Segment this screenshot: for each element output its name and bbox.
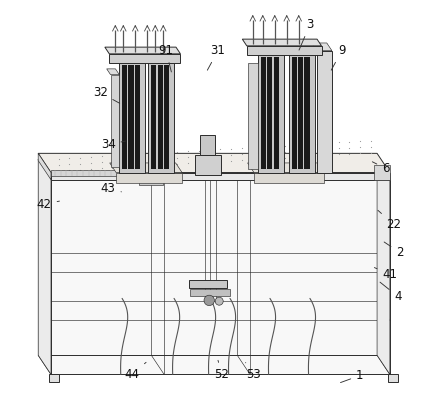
Text: 31: 31 (207, 44, 226, 70)
Polygon shape (312, 43, 332, 51)
Text: 32: 32 (93, 86, 120, 103)
Polygon shape (143, 55, 174, 63)
Text: 6: 6 (373, 162, 389, 175)
Polygon shape (258, 55, 284, 172)
Polygon shape (317, 51, 332, 172)
Bar (51, 170, 155, 176)
Bar (49, 374, 59, 381)
Text: 53: 53 (246, 363, 262, 381)
Polygon shape (267, 57, 272, 169)
Polygon shape (242, 39, 321, 46)
Text: 4: 4 (380, 282, 401, 303)
Text: 34: 34 (101, 138, 125, 151)
Polygon shape (116, 172, 182, 182)
Polygon shape (377, 159, 390, 374)
Polygon shape (253, 47, 284, 55)
Polygon shape (248, 163, 324, 172)
Bar (139, 172, 163, 184)
Polygon shape (284, 47, 315, 55)
Text: 22: 22 (378, 211, 401, 231)
Polygon shape (107, 69, 119, 75)
Polygon shape (254, 172, 324, 182)
Polygon shape (289, 55, 315, 172)
Polygon shape (122, 65, 127, 169)
Polygon shape (298, 57, 303, 169)
Bar (374, 164, 390, 180)
Polygon shape (164, 65, 169, 169)
Text: 42: 42 (37, 198, 59, 211)
Polygon shape (111, 75, 119, 166)
Text: 1: 1 (341, 369, 364, 383)
Polygon shape (110, 163, 182, 172)
Circle shape (204, 295, 214, 306)
Polygon shape (105, 47, 180, 54)
Polygon shape (51, 172, 390, 180)
Polygon shape (148, 63, 174, 172)
Polygon shape (151, 65, 156, 169)
Polygon shape (38, 153, 51, 180)
Polygon shape (51, 178, 390, 374)
Polygon shape (292, 57, 297, 169)
Bar (195, 155, 221, 174)
Polygon shape (274, 57, 279, 169)
Polygon shape (158, 65, 163, 169)
Bar (189, 279, 227, 288)
Polygon shape (248, 63, 258, 168)
Polygon shape (304, 57, 309, 169)
Text: 2: 2 (384, 242, 404, 259)
Polygon shape (247, 46, 321, 55)
Polygon shape (38, 159, 69, 374)
Polygon shape (135, 65, 140, 169)
Bar (200, 136, 215, 155)
Text: 41: 41 (374, 267, 397, 281)
Polygon shape (38, 153, 390, 172)
Circle shape (215, 297, 223, 305)
Bar (388, 374, 398, 381)
Polygon shape (114, 55, 145, 63)
Text: 9: 9 (331, 44, 345, 70)
Polygon shape (38, 159, 390, 178)
Text: 91: 91 (159, 44, 174, 72)
Polygon shape (128, 65, 134, 169)
Bar (190, 289, 230, 296)
Text: 52: 52 (214, 360, 230, 381)
Polygon shape (119, 63, 145, 172)
Polygon shape (109, 54, 180, 63)
Text: 3: 3 (299, 18, 313, 50)
Text: 43: 43 (101, 182, 121, 195)
Polygon shape (261, 57, 266, 169)
Text: 44: 44 (125, 363, 146, 381)
